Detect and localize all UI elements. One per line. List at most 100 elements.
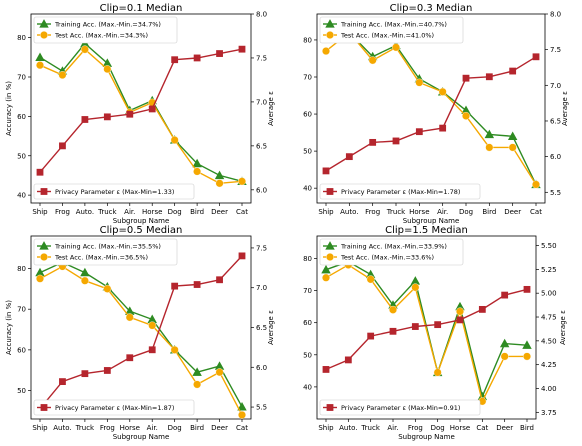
legend-entry: Privacy Parameter ε (Max-Min=1.33) xyxy=(55,188,174,196)
data-point xyxy=(81,116,89,123)
x-tick-label: Frog xyxy=(365,208,380,216)
data-point xyxy=(238,45,246,53)
x-tick-label: Frog xyxy=(408,424,423,432)
data-point xyxy=(193,167,202,176)
data-point xyxy=(81,370,89,378)
series-line xyxy=(39,265,243,416)
data-point xyxy=(456,316,464,324)
data-point xyxy=(501,291,509,299)
x-tick-label: Dog xyxy=(168,208,182,216)
legend-marker xyxy=(40,31,49,40)
y2-tick-label: 6.0 xyxy=(550,153,561,161)
y2-tick-label: 7.0 xyxy=(256,284,267,292)
y2-tick-label: 5.5 xyxy=(256,404,267,412)
y2-tick-label: 3.75 xyxy=(541,409,557,417)
y-tick-label: 60 xyxy=(303,319,312,327)
y-axis-label: Accuracy (in %) xyxy=(5,81,13,136)
data-point xyxy=(415,128,423,136)
y-tick-label: 50 xyxy=(17,387,26,395)
x-tick-label: Auto. xyxy=(339,424,357,432)
data-point xyxy=(125,313,134,322)
chart-panel: Clip=0.1 Median 40 50 60 70 80 6.0 6.5 7.0 7.5 8.0… xyxy=(5,3,275,225)
y2-tick-label: 4.75 xyxy=(541,314,557,322)
plot-frame xyxy=(316,235,537,420)
data-point xyxy=(36,274,45,283)
data-point xyxy=(126,110,134,118)
x-tick-label: Air. xyxy=(437,208,448,216)
y-tick-label: 80 xyxy=(303,255,312,263)
x-tick-label: Auto. xyxy=(53,424,71,432)
data-point xyxy=(193,54,201,62)
x-tick-label: Horse xyxy=(450,424,470,432)
legend-entry: Training Acc. (Max.-Min.=34.7%) xyxy=(54,20,161,28)
y-tick-label: 60 xyxy=(17,113,26,121)
y-tick-label: 80 xyxy=(17,265,26,273)
x-tick-label: Auto. xyxy=(76,208,94,216)
x-tick-label: Deer xyxy=(211,208,228,216)
data-point xyxy=(103,367,111,374)
legend-box xyxy=(33,183,195,200)
data-point xyxy=(192,367,202,376)
series-line xyxy=(39,42,243,182)
legend-box xyxy=(319,16,464,44)
data-point xyxy=(171,56,179,64)
data-point xyxy=(216,50,223,57)
series-line xyxy=(39,261,243,408)
x-tick-label: Truck xyxy=(360,424,380,432)
data-point xyxy=(126,354,134,362)
legend-entry: Test Acc. (Max.-Min.=34.3%) xyxy=(54,31,148,39)
data-point xyxy=(484,129,495,139)
legend-entry: Privacy Parameter ε (Max-Min=1.78) xyxy=(341,188,460,196)
y-tick-label: 70 xyxy=(17,306,26,314)
data-point xyxy=(415,78,424,87)
series-line xyxy=(325,288,528,371)
x-tick-label: Horse xyxy=(409,208,429,216)
legend-marker xyxy=(326,188,334,195)
y2-tick-label: 7.5 xyxy=(256,54,267,62)
y-tick-label: 40 xyxy=(303,185,312,193)
data-point xyxy=(80,45,89,54)
data-point xyxy=(462,111,471,120)
x-tick-label: Truck xyxy=(97,208,117,216)
data-point xyxy=(214,170,225,180)
y2-tick-label: 6.5 xyxy=(256,324,267,332)
data-point xyxy=(522,340,532,349)
x-tick-label: Ship xyxy=(318,424,334,432)
x-axis-label: Subgroup Name xyxy=(398,433,455,441)
data-point xyxy=(507,131,518,140)
data-point xyxy=(36,61,45,70)
x-tick-label: Ship xyxy=(32,208,48,216)
x-tick-label: Horse xyxy=(120,424,140,432)
data-point xyxy=(192,158,202,168)
y2-tick-label: 7.0 xyxy=(550,82,561,90)
x-tick-label: Dog xyxy=(459,208,473,216)
legend-box xyxy=(33,16,178,44)
plot-frame xyxy=(30,13,252,204)
y-axis-label: Accuracy (in %) xyxy=(5,300,13,355)
x-axis-label: Subgroup Name xyxy=(403,217,460,225)
chart-panel: Clip=1.5 Median 40 50 60 70 80 3.75 4.00 4.25 4.5… xyxy=(303,225,567,441)
chart-title: Clip=0.5 Median xyxy=(100,225,183,236)
data-point xyxy=(59,142,66,150)
x-tick-label: Air. xyxy=(124,208,135,216)
chart-panel: Clip=0.3 Median 40 50 60 70 80 5.5 6.0 6.5 7.0 7.5… xyxy=(303,3,569,225)
data-point xyxy=(369,138,377,146)
y-tick-label: 70 xyxy=(17,74,26,82)
y2-tick-label: 4.00 xyxy=(541,385,557,393)
data-point xyxy=(58,71,67,80)
y2-axis-label: Average ε xyxy=(267,310,275,345)
data-point xyxy=(462,74,470,82)
data-point xyxy=(193,380,202,389)
legend-privacy: Privacy Parameter ε (Max-Min=1.87) xyxy=(33,399,195,416)
y2-tick-label: 4.25 xyxy=(541,361,557,369)
data-point xyxy=(367,332,375,340)
data-point xyxy=(237,401,247,411)
x-tick-label: Auto. xyxy=(340,208,358,216)
x-tick-label: Bird xyxy=(520,424,534,432)
data-point xyxy=(322,47,331,56)
legend-marker xyxy=(40,252,49,261)
data-point xyxy=(148,105,156,113)
legend-marker xyxy=(325,241,335,250)
data-point xyxy=(499,338,510,348)
